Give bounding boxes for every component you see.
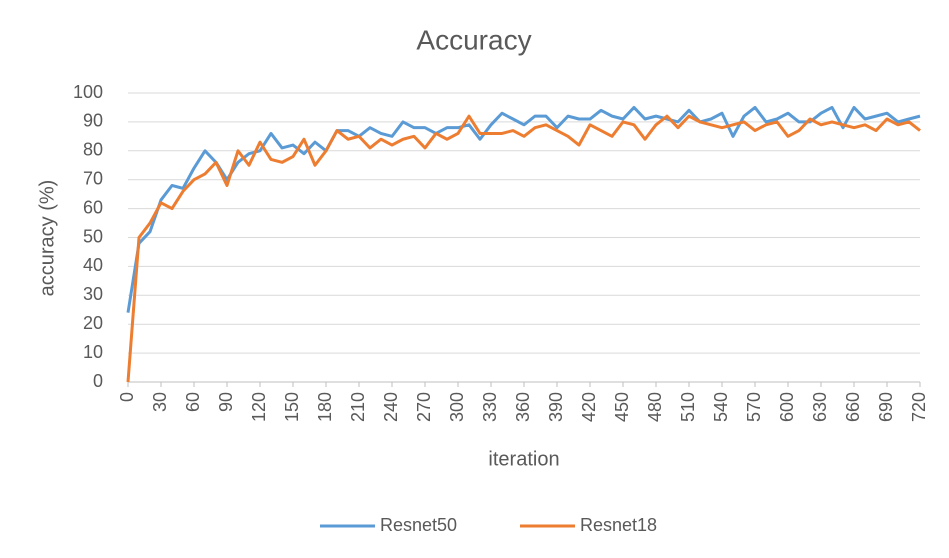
y-tick-label: 30	[83, 284, 103, 304]
x-tick-label: 600	[777, 392, 797, 422]
x-axis-title: iteration	[488, 448, 559, 470]
x-tick-label: 150	[282, 392, 302, 422]
y-tick-label: 20	[83, 313, 103, 333]
line-series	[126, 114, 921, 383]
legend-label: Resnet50	[380, 515, 457, 535]
x-tick-label: 360	[513, 392, 533, 422]
x-tick-label: 630	[810, 392, 830, 422]
x-tick-label: 390	[546, 392, 566, 422]
y-tick-label: 0	[93, 371, 103, 391]
x-tick-label: 0	[117, 392, 137, 402]
y-tick-label: 90	[83, 111, 103, 131]
x-tick-label: 690	[876, 392, 896, 422]
y-tick-label: 60	[83, 197, 103, 217]
legend-label: Resnet18	[580, 515, 657, 535]
y-tick-label: 10	[83, 342, 103, 362]
x-tick-label: 510	[678, 392, 698, 422]
x-tick-label: 120	[249, 392, 269, 422]
line-series	[126, 105, 921, 313]
x-tick-label: 270	[414, 392, 434, 422]
x-tick-label: 300	[447, 392, 467, 422]
x-tick-label: 210	[348, 392, 368, 422]
y-tick-label: 40	[83, 255, 103, 275]
x-tick-label: 450	[612, 392, 632, 422]
y-tick-label: 50	[83, 226, 103, 246]
x-tick-label: 180	[315, 392, 335, 422]
x-tick-label: 240	[381, 392, 401, 422]
x-tick-label: 90	[216, 392, 236, 412]
x-tick-label: 330	[480, 392, 500, 422]
x-tick-label: 720	[909, 392, 929, 422]
y-axis-title: accuracy (%)	[36, 180, 58, 297]
x-tick-label: 660	[843, 392, 863, 422]
x-tick-label: 570	[744, 392, 764, 422]
chart-title: Accuracy	[416, 24, 531, 55]
x-tick-label: 60	[183, 392, 203, 412]
y-tick-label: 70	[83, 168, 103, 188]
y-tick-label: 100	[73, 82, 103, 102]
x-tick-label: 30	[150, 392, 170, 412]
y-tick-label: 80	[83, 140, 103, 160]
x-tick-label: 480	[645, 392, 665, 422]
x-tick-label: 420	[579, 392, 599, 422]
x-tick-label: 540	[711, 392, 731, 422]
